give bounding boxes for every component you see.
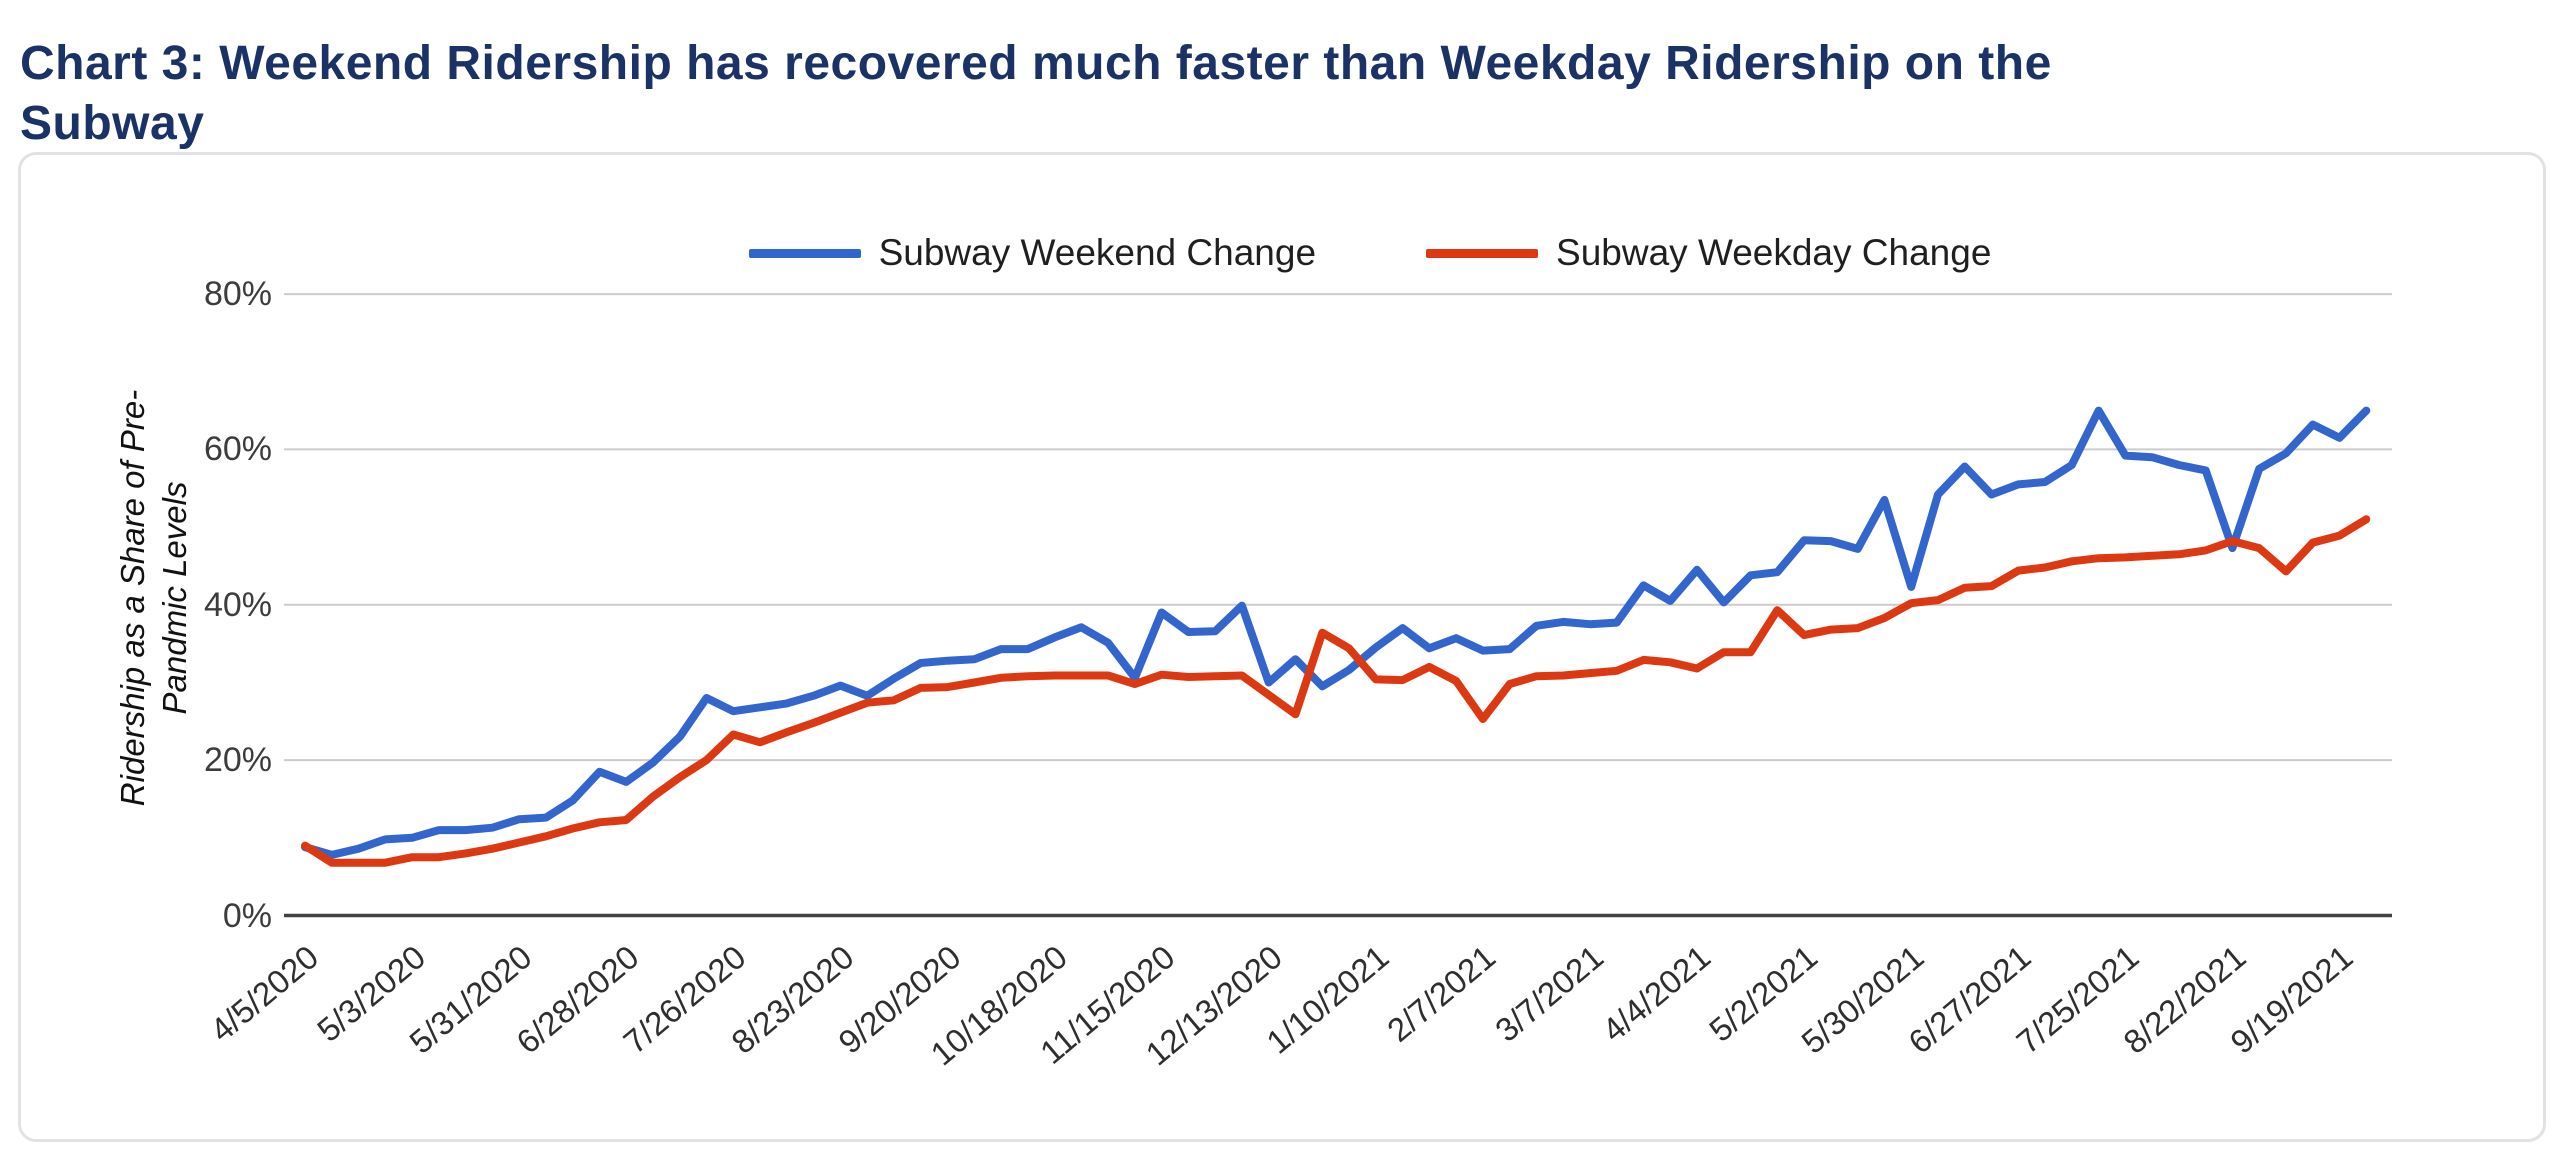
chart-card: [18, 152, 2546, 1142]
legend-item-subway-weekend-change: Subway Weekend Change: [748, 232, 1317, 274]
legend-item-subway-weekday-change: Subway Weekday Change: [1426, 232, 1991, 274]
y-tick-label-60: 60%: [203, 430, 272, 469]
y-tick-label-40: 40%: [203, 585, 272, 624]
y-tick-label-20: 20%: [203, 741, 272, 780]
gridlines: [284, 293, 2392, 918]
page-title: Chart 3: Weekend Ridership has recovered…: [20, 37, 2052, 151]
y-tick-label-80: 80%: [203, 275, 272, 314]
y-tick-label-0: 0%: [222, 896, 272, 935]
legend-label: Subway Weekday Change: [1556, 232, 1992, 273]
legend-line-swatch: [1426, 248, 1539, 258]
series-line-subway-weekend-change: [301, 406, 2371, 859]
y-axis-title: Ridership as a Share of Pre-Pandmic Leve…: [114, 389, 193, 807]
series-line-subway-weekday-change: [301, 515, 2371, 867]
series-lines: [301, 406, 2371, 867]
legend-line-swatch: [748, 248, 861, 258]
legend-label: Subway Weekend Change: [878, 232, 1317, 273]
chart-legend: Subway Weekend Change Subway Weekday Chan…: [90, 232, 2560, 274]
